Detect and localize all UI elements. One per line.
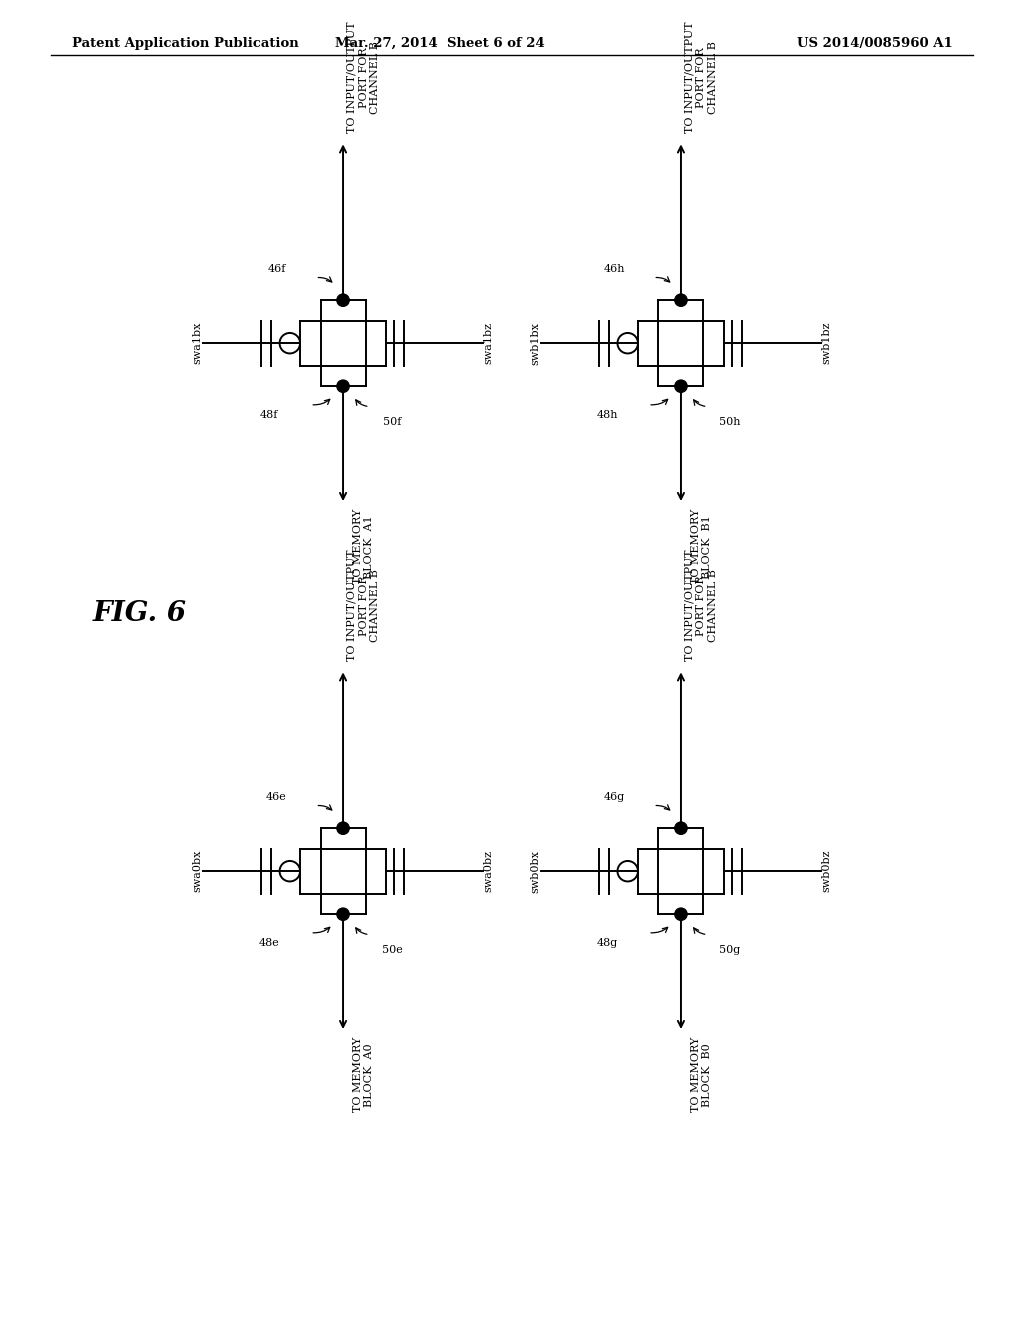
Ellipse shape <box>675 294 687 306</box>
Text: TO INPUT/OUTPUT
PORT FOR
CHANNEL B: TO INPUT/OUTPUT PORT FOR CHANNEL B <box>347 549 380 661</box>
Text: swa1bz: swa1bz <box>483 322 494 364</box>
Text: 48g: 48g <box>597 939 617 948</box>
Ellipse shape <box>675 822 687 834</box>
Ellipse shape <box>337 294 349 306</box>
Text: 50e: 50e <box>382 945 402 956</box>
Ellipse shape <box>337 908 349 920</box>
Text: swb0bz: swb0bz <box>821 850 831 892</box>
Text: swb1bz: swb1bz <box>821 322 831 364</box>
Text: TO INPUT/OUTPUT
PORT FOR
CHANNEL B: TO INPUT/OUTPUT PORT FOR CHANNEL B <box>685 21 718 133</box>
Text: swb0bx: swb0bx <box>530 850 541 892</box>
Text: 46g: 46g <box>604 792 625 803</box>
Text: US 2014/0085960 A1: US 2014/0085960 A1 <box>797 37 952 50</box>
Text: 50h: 50h <box>720 417 740 428</box>
Ellipse shape <box>617 861 638 882</box>
Text: 50f: 50f <box>383 417 401 428</box>
Text: TO MEMORY
BLOCK  A0: TO MEMORY BLOCK A0 <box>352 1038 375 1113</box>
Text: Patent Application Publication: Patent Application Publication <box>72 37 298 50</box>
Text: swa0bz: swa0bz <box>483 850 494 892</box>
Text: 48h: 48h <box>597 411 617 420</box>
Text: TO MEMORY
BLOCK  B0: TO MEMORY BLOCK B0 <box>690 1038 713 1113</box>
Text: swb1bx: swb1bx <box>530 322 541 364</box>
Text: 46f: 46f <box>267 264 286 275</box>
Text: swa1bx: swa1bx <box>193 322 203 364</box>
Ellipse shape <box>617 333 638 354</box>
Text: 48f: 48f <box>260 411 279 420</box>
Ellipse shape <box>280 861 300 882</box>
Text: 46e: 46e <box>266 792 287 803</box>
Text: TO MEMORY
BLOCK  B1: TO MEMORY BLOCK B1 <box>690 510 713 585</box>
Text: TO INPUT/OUTPUT
PORT FOR
CHANNEL B: TO INPUT/OUTPUT PORT FOR CHANNEL B <box>347 21 380 133</box>
Text: 48e: 48e <box>259 939 280 948</box>
Text: Mar. 27, 2014  Sheet 6 of 24: Mar. 27, 2014 Sheet 6 of 24 <box>336 37 545 50</box>
Text: swa0bx: swa0bx <box>193 850 203 892</box>
Ellipse shape <box>675 380 687 392</box>
Ellipse shape <box>280 333 300 354</box>
Text: TO MEMORY
BLOCK  A1: TO MEMORY BLOCK A1 <box>352 510 375 585</box>
Ellipse shape <box>675 908 687 920</box>
Text: FIG. 6: FIG. 6 <box>92 601 186 627</box>
Ellipse shape <box>337 822 349 834</box>
Text: 46h: 46h <box>604 264 625 275</box>
Text: TO INPUT/OUTPUT
PORT FOR
CHANNEL B: TO INPUT/OUTPUT PORT FOR CHANNEL B <box>685 549 718 661</box>
Text: 50g: 50g <box>720 945 740 956</box>
Ellipse shape <box>337 380 349 392</box>
